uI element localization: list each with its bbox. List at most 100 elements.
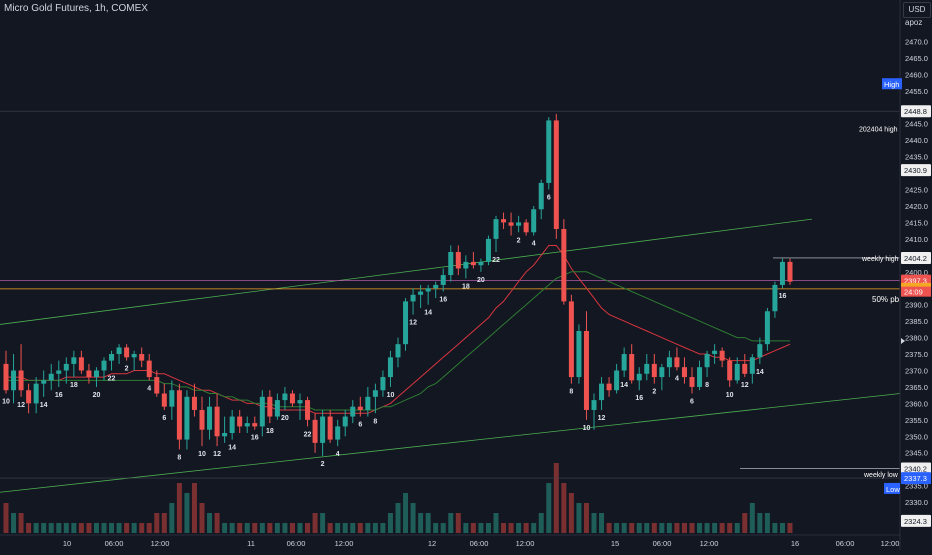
candle <box>659 367 665 378</box>
volume-bar <box>523 523 529 533</box>
candle <box>48 373 54 381</box>
price-tick-label: 2370.0 <box>905 366 928 375</box>
candle <box>63 363 69 371</box>
volume-bar <box>312 513 318 533</box>
candle <box>78 357 84 371</box>
candle <box>146 360 152 378</box>
volume-bar <box>644 523 650 533</box>
bar-count-label: 18 <box>70 382 78 389</box>
axis-marker <box>901 338 905 344</box>
candle <box>109 354 115 361</box>
bar-count-label: 18 <box>266 428 274 435</box>
candle <box>244 423 250 427</box>
volume-bar <box>764 513 770 533</box>
volume-bar <box>199 503 205 533</box>
bar-count-label: 20 <box>93 392 101 399</box>
candle <box>154 377 160 394</box>
volume-bar <box>455 513 461 533</box>
candle <box>312 419 318 443</box>
price-tick-label: 2360.0 <box>905 399 928 408</box>
bar-count-label: 10 <box>387 392 395 399</box>
tag-low-bg <box>901 472 931 485</box>
volume-bar <box>342 523 348 533</box>
bar-count-label: 4 <box>147 385 151 392</box>
candle <box>546 120 552 183</box>
time-tick-label: 12:00 <box>700 539 719 548</box>
bar-count-label: 4 <box>336 451 340 458</box>
volume-bar <box>651 523 657 533</box>
bar-count-label: 10 <box>583 425 591 432</box>
price-tick-label: 2345.0 <box>905 449 928 458</box>
volume-bar <box>493 513 499 533</box>
candle <box>229 416 235 433</box>
countdown-bg <box>901 286 931 297</box>
price-tick-label: 2470.0 <box>905 37 928 46</box>
volume-bar <box>274 523 280 533</box>
time-tick-label: 10 <box>63 539 71 548</box>
candle <box>779 261 785 285</box>
bar-count-label: 12 <box>598 415 606 422</box>
bar-count-label: 2 <box>125 366 129 373</box>
volume-bar <box>41 523 47 533</box>
candle <box>357 406 363 410</box>
bar-count-label: 22 <box>492 257 500 264</box>
volume-bar <box>327 523 333 533</box>
candle <box>282 393 288 401</box>
candle <box>651 363 657 378</box>
volume-bar <box>131 523 137 533</box>
volume-bar <box>169 503 175 533</box>
candle <box>531 209 537 233</box>
price-tick-label: 2335.0 <box>905 482 928 491</box>
candle <box>629 354 635 381</box>
volume-bar <box>599 513 605 533</box>
volume-bar <box>101 523 107 533</box>
trendline-upper <box>0 218 813 325</box>
candle <box>176 390 182 440</box>
candle <box>455 252 461 269</box>
candle <box>410 294 416 302</box>
candle <box>350 406 356 417</box>
low-tag-bg <box>884 482 900 494</box>
candle <box>704 354 710 368</box>
volume-bar <box>531 523 537 533</box>
candle <box>508 222 514 226</box>
candle <box>485 238 491 262</box>
volume-bar <box>237 523 243 533</box>
price-tick-label: 2365.0 <box>905 383 928 392</box>
candle <box>169 390 175 407</box>
volume-bar <box>719 523 725 533</box>
bar-count-label: 14 <box>424 310 432 317</box>
tag-202404-high: 202404 high <box>859 127 898 134</box>
volume-bar <box>561 483 567 533</box>
candle <box>267 396 273 417</box>
candle <box>727 360 733 381</box>
volume-bar <box>395 503 401 533</box>
candle <box>644 363 650 374</box>
candle <box>320 416 326 443</box>
candle <box>207 406 213 430</box>
candle <box>734 363 740 381</box>
time-tick-label: 12:00 <box>516 539 535 548</box>
volume-bar <box>71 523 77 533</box>
currency-button[interactable]: USD <box>903 2 931 18</box>
volume-bar <box>93 523 99 533</box>
price-tick-label: 2435.0 <box>905 153 928 162</box>
candle <box>297 400 303 404</box>
candle <box>576 331 582 378</box>
candle <box>681 367 687 378</box>
volume-bar <box>350 523 356 533</box>
weekly-high-label: weekly high <box>861 256 899 263</box>
tag-weekly-low: 2340.2 <box>904 465 927 474</box>
candle <box>712 350 718 355</box>
bar-count-label: 14 <box>620 382 628 389</box>
candle <box>214 406 220 437</box>
volume-bar <box>365 523 371 533</box>
bar-count-label: 12 <box>213 451 221 458</box>
candle <box>440 275 446 285</box>
price-tick-label: 2440.0 <box>905 136 928 145</box>
candle <box>568 301 574 378</box>
volume-bar <box>614 523 620 533</box>
candle <box>274 400 280 417</box>
